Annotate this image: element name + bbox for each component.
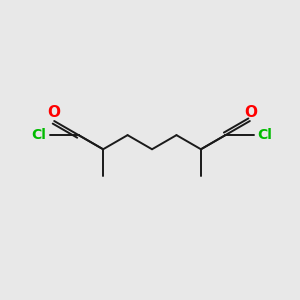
Text: O: O [47, 105, 60, 120]
Text: O: O [244, 105, 257, 120]
Text: Cl: Cl [32, 128, 46, 142]
Text: Cl: Cl [257, 128, 272, 142]
